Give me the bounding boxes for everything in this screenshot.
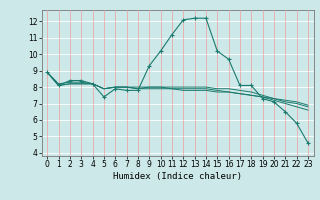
X-axis label: Humidex (Indice chaleur): Humidex (Indice chaleur) xyxy=(113,172,242,181)
